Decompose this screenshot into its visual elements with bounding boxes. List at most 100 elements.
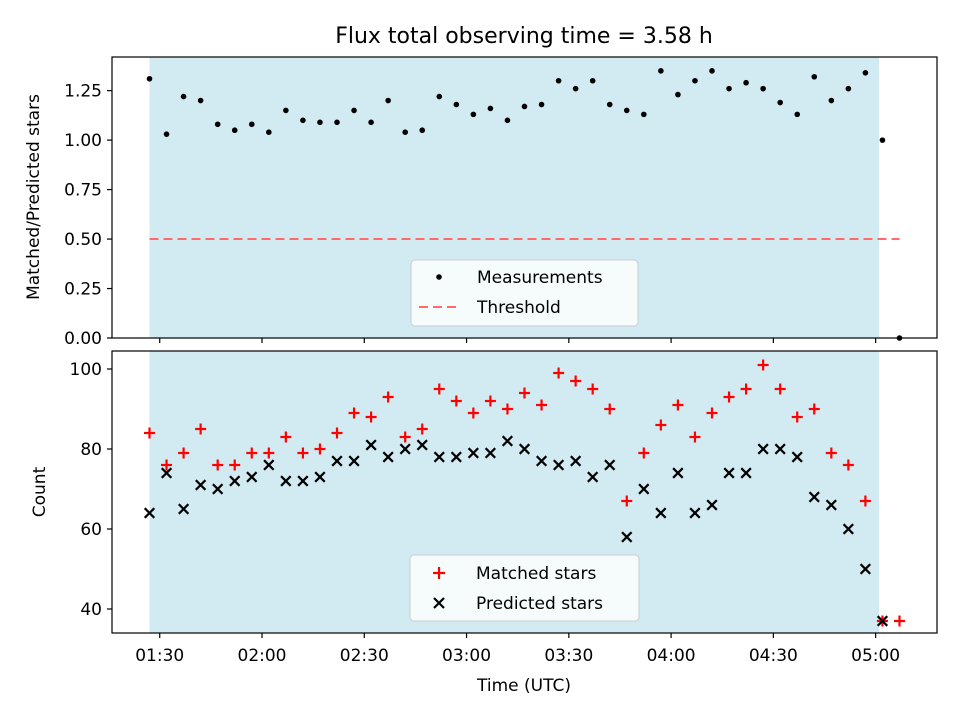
bottom-x-tick-label: 01:30 — [135, 646, 184, 666]
matched-star-point — [212, 459, 224, 471]
predicted-star-point — [570, 455, 582, 467]
matched-star-point — [501, 403, 513, 415]
measurement-point — [675, 91, 681, 98]
predicted-star-point — [467, 447, 479, 459]
measurement-point — [658, 68, 664, 74]
matched-star-point — [706, 407, 718, 419]
predicted-star-point — [348, 455, 360, 467]
measurement-point — [197, 97, 204, 104]
bottom-legend-box — [409, 554, 640, 622]
predicted-star-point — [621, 531, 633, 543]
predicted-star-point — [212, 483, 224, 495]
matched-star-point — [553, 367, 565, 379]
matched-star-point — [519, 387, 530, 399]
measurement-point — [709, 68, 715, 74]
measurement-point — [180, 93, 187, 100]
bottom-x-tick-label: 02:30 — [340, 646, 389, 666]
predicted-star-point — [246, 471, 258, 483]
bottom-x-tick-label: 05:00 — [851, 646, 900, 666]
matched-star-point — [638, 447, 650, 459]
matched-star-point — [382, 391, 394, 403]
predicted-star-point — [535, 455, 548, 467]
bottom-y-tick-label: 60 — [80, 520, 102, 540]
top-y-tick-label: 0.25 — [64, 280, 102, 300]
bottom-x-tick-label: 03:00 — [442, 646, 491, 666]
matched-star-point — [229, 459, 241, 471]
count-points — [143, 359, 905, 627]
legend-predicted-marker — [433, 597, 445, 609]
matched-star-point — [416, 423, 428, 435]
measurement-point — [419, 127, 426, 134]
predicted-star-point — [518, 443, 531, 455]
top-legend-box — [410, 259, 639, 327]
matched-star-point — [195, 423, 207, 435]
predicted-star-point — [484, 447, 496, 459]
top-y-tick-label: 1.00 — [64, 131, 102, 151]
measurement-point — [606, 101, 613, 108]
matched-star-point — [842, 459, 854, 471]
matched-star-point — [859, 495, 871, 507]
measurement-point — [845, 85, 852, 92]
matched-star-point — [331, 427, 343, 439]
measurement-point — [811, 73, 818, 80]
matched-star-point — [894, 615, 905, 627]
predicted-star-point — [638, 483, 650, 495]
predicted-star-point — [774, 443, 786, 455]
measurement-point — [470, 111, 477, 118]
matched-star-point — [433, 383, 445, 395]
predicted-star-point — [842, 523, 854, 535]
measurement-point — [572, 85, 579, 92]
matched-star-point — [178, 447, 190, 459]
matched-star-point — [246, 447, 258, 459]
bottom-y-tick-label: 40 — [80, 600, 102, 620]
matched-star-point — [297, 447, 309, 459]
measurement-point — [146, 75, 153, 82]
bottom-legend: Matched stars Predicted stars — [409, 554, 640, 622]
predicted-star-point — [195, 479, 207, 491]
predicted-star-point — [365, 439, 377, 451]
legend-matched-label: Matched stars — [476, 564, 596, 584]
predicted-star-point — [672, 467, 684, 479]
matched-star-point — [587, 383, 599, 395]
measurement-point — [283, 107, 289, 114]
top-x-axis-ticks — [159, 338, 877, 343]
matched-star-point — [314, 443, 326, 455]
bottom-y-axis-ticks: 40 60 80 100 — [70, 360, 112, 620]
measurement-point — [317, 119, 323, 126]
matched-star-point — [467, 407, 479, 419]
top-y-axis-ticks: 0.00 0.25 0.50 0.75 1.00 1.25 — [64, 82, 112, 349]
measurement-point — [504, 117, 511, 124]
matched-star-point — [399, 431, 411, 443]
legend-measurements-marker — [436, 274, 442, 280]
predicted-star-point — [587, 471, 599, 483]
predicted-star-point — [314, 471, 326, 483]
measurement-point — [743, 79, 749, 86]
bottom-x-tick-label: 04:30 — [749, 646, 798, 666]
bottom-axes-frame — [111, 350, 938, 634]
matched-star-point — [689, 431, 701, 443]
measurement-point — [248, 121, 255, 128]
bottom-panel: 40 60 80 100 01:30 02:00 02:30 03:00 03:30 04:00… — [30, 350, 938, 696]
predicted-star-point — [876, 615, 889, 627]
matched-star-point — [484, 395, 496, 407]
measurement-point — [794, 111, 801, 118]
matched-star-point — [791, 411, 803, 423]
predicted-star-point — [297, 475, 309, 487]
top-panel: 0.00 0.25 0.50 0.75 1.00 1.25 Matched/Predict… — [24, 56, 938, 349]
matched-star-point — [161, 459, 173, 471]
measurement-point — [436, 93, 443, 100]
predicted-star-point — [859, 563, 871, 575]
matched-star-point — [536, 399, 548, 411]
measurement-point — [862, 70, 869, 76]
bottom-x-tick-label: 02:00 — [238, 646, 287, 666]
measurement-point — [555, 77, 562, 84]
bottom-y-axis-label: Count — [30, 466, 50, 517]
measurement-point — [334, 119, 340, 126]
predicted-star-point — [160, 467, 173, 479]
matched-star-point — [825, 447, 837, 459]
predicted-star-point — [382, 451, 394, 463]
predicted-star-point — [604, 459, 616, 471]
predicted-star-point — [229, 475, 241, 487]
measurement-point — [828, 97, 835, 104]
